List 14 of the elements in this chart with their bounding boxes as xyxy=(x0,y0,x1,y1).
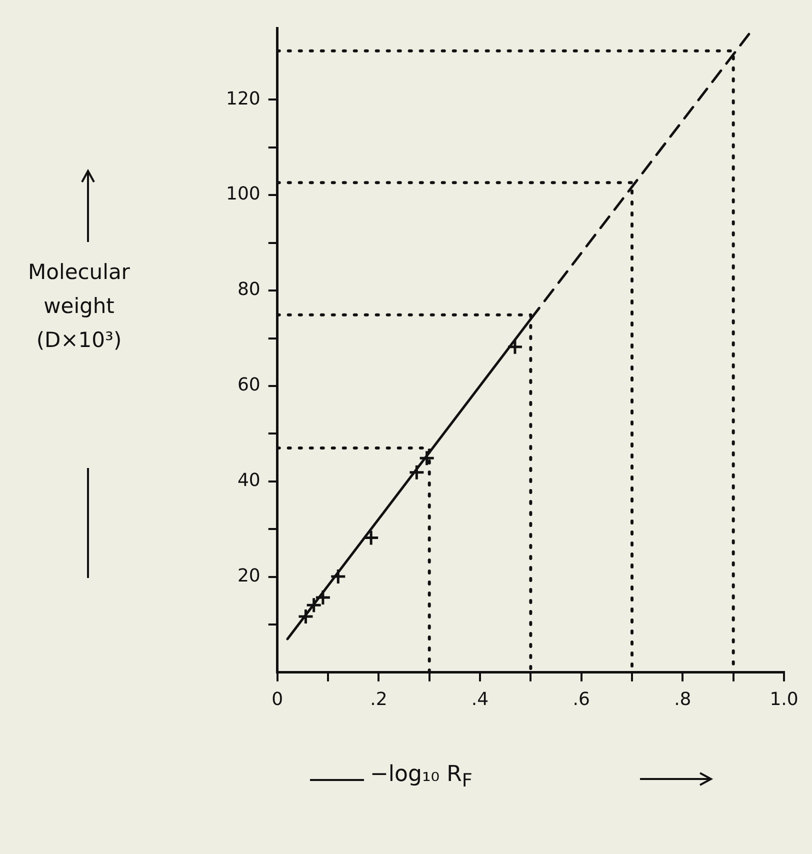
y-axis-title: Molecular weight (D×10³) xyxy=(27,259,131,354)
x-axis-title: −log₁₀ R$_{F}$ xyxy=(370,762,472,792)
x-tick-label: .8 xyxy=(674,688,692,710)
x-tick-label: .6 xyxy=(572,688,590,710)
x-tick-label: 0 xyxy=(272,688,284,710)
y-tick-label: 60 xyxy=(237,374,260,396)
x-tick-label: .4 xyxy=(471,688,489,710)
y-tick-label: 40 xyxy=(237,470,260,492)
x-tick-label: 1.0 xyxy=(770,688,798,710)
y-tick-label: 100 xyxy=(226,184,260,205)
y-tick-label: 20 xyxy=(237,566,260,587)
x-tick-label: .2 xyxy=(370,688,388,710)
y-tick-label: 120 xyxy=(226,88,260,110)
y-tick-label: 80 xyxy=(237,279,260,300)
